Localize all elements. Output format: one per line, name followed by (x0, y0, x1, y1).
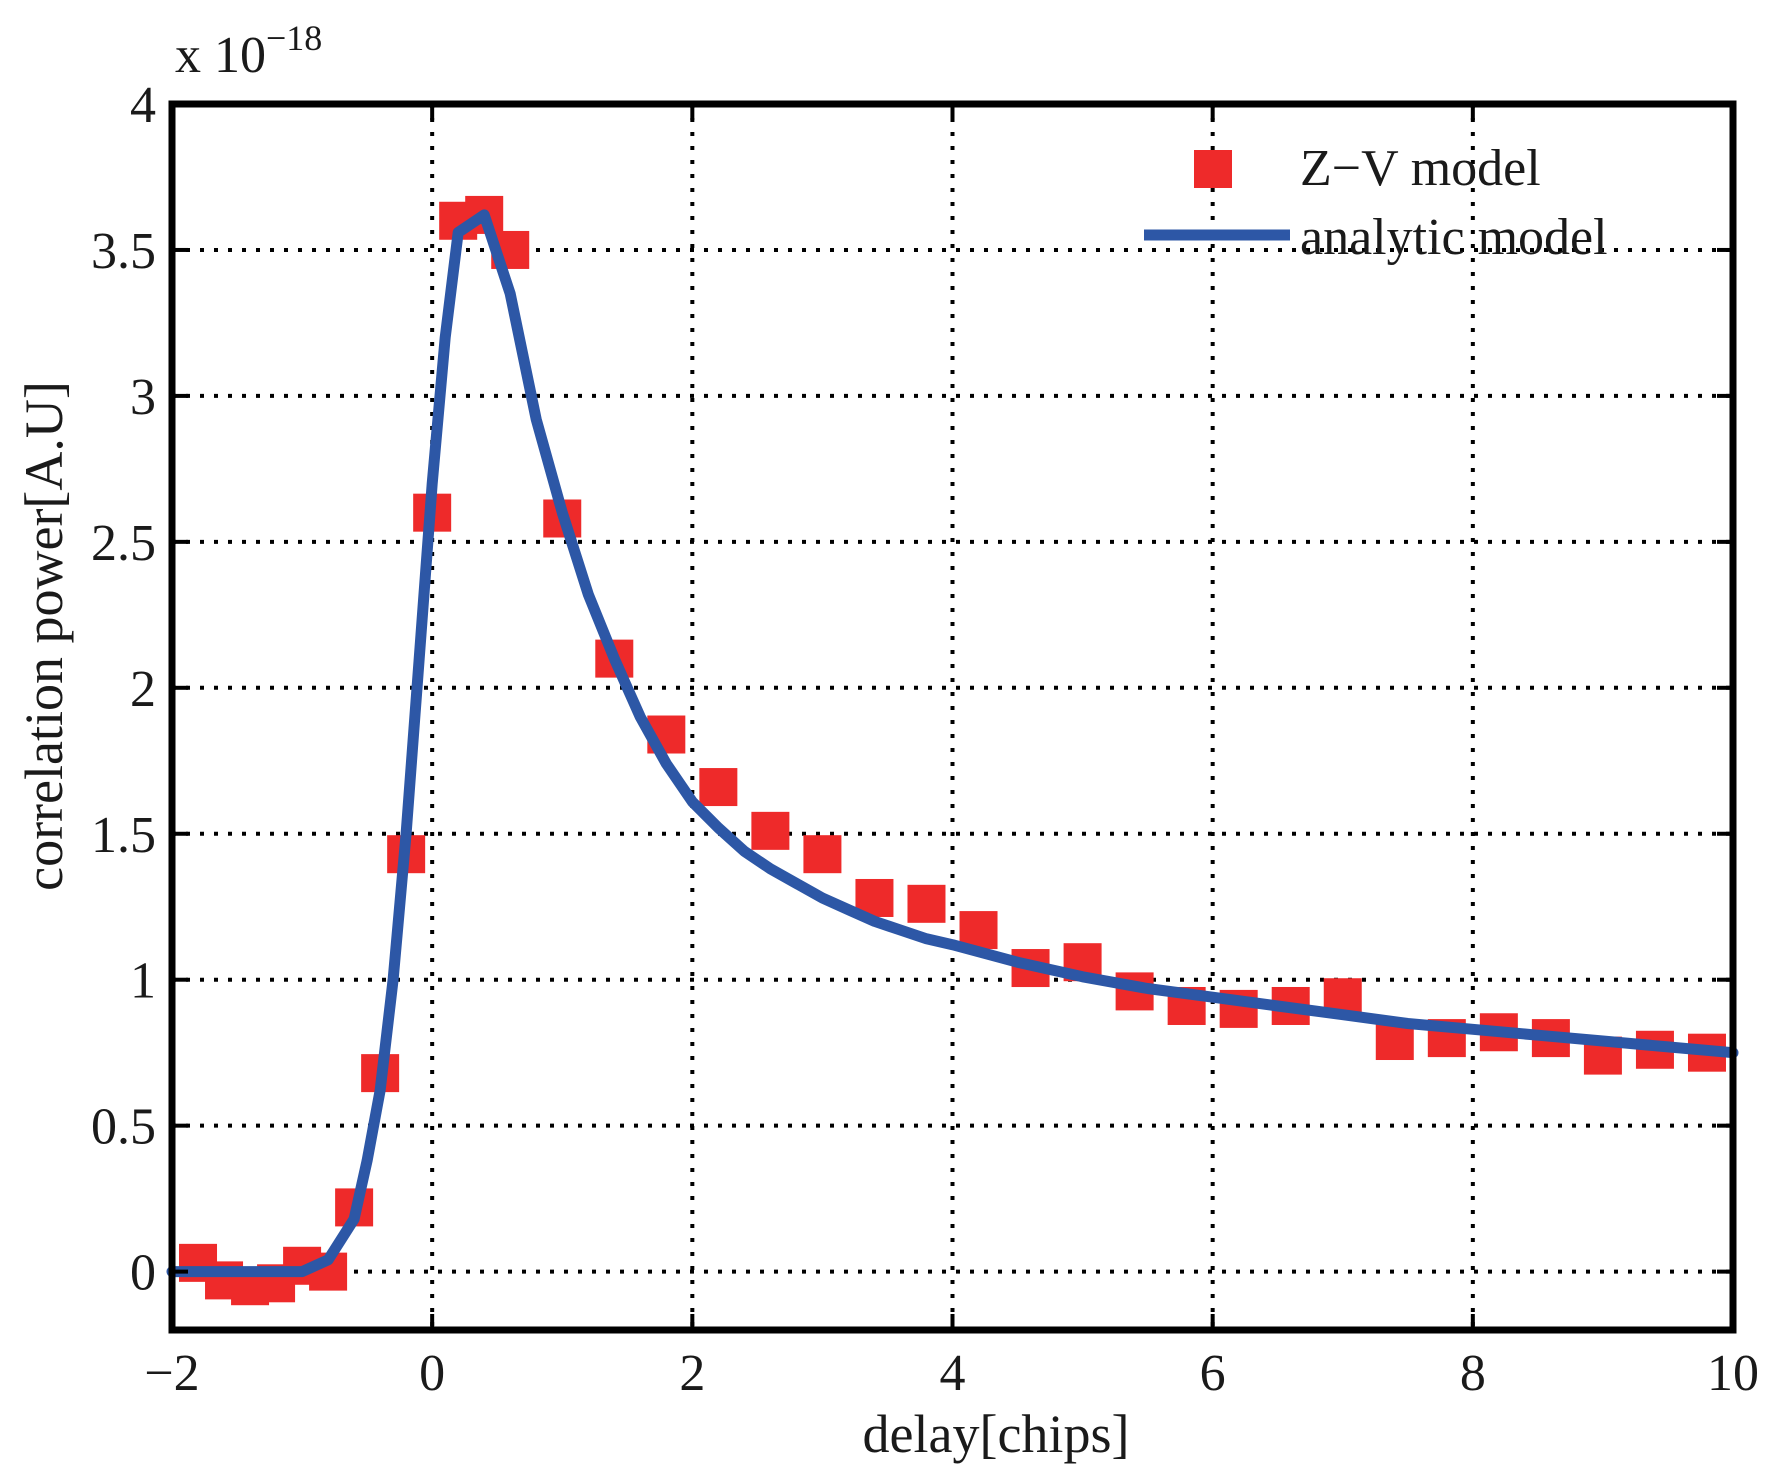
y-axis: 0 0.5 1 1.5 2 2.5 3 3.5 4 (91, 77, 1733, 1302)
zv-model-point (803, 835, 842, 874)
legend-marker-zv (1194, 150, 1232, 188)
grid-lines (172, 104, 1733, 1330)
x-tick-label: 2 (679, 1345, 705, 1402)
analytic-model-line (166, 209, 1739, 1278)
x-tick-label: 4 (940, 1345, 966, 1402)
plot-series (166, 195, 1739, 1306)
legend: Z−V model analytic model (1144, 140, 1608, 266)
y-multiplier-exponent: −18 (266, 18, 322, 58)
y-tick-label: 0.5 (91, 1099, 156, 1156)
y-multiplier-label: x 10−18 (175, 18, 322, 84)
legend-label-zv: Z−V model (1300, 140, 1541, 197)
y-tick-label: 0 (130, 1245, 156, 1302)
zv-model-point (751, 811, 790, 850)
x-tick-label: 6 (1200, 1345, 1226, 1402)
zv-model-point (699, 768, 738, 807)
y-tick-label: 1.5 (91, 807, 156, 864)
x-tick-label: 8 (1460, 1345, 1486, 1402)
x-tick-label: 0 (419, 1345, 445, 1402)
y-tick-label: 3.5 (91, 223, 156, 280)
x-axis-label: delay[chips] (863, 1404, 1130, 1464)
x-axis: −2 0 2 4 6 8 10 (144, 104, 1759, 1402)
y-tick-label: 3 (130, 369, 156, 426)
x-tick-label: −2 (144, 1345, 199, 1402)
y-tick-label: 4 (130, 77, 156, 134)
y-tick-label: 2 (130, 661, 156, 718)
x-tick-label: 10 (1707, 1345, 1759, 1402)
y-tick-label: 2.5 (91, 515, 156, 572)
y-tick-label: 1 (130, 953, 156, 1010)
legend-label-analytic: analytic model (1300, 209, 1608, 266)
y-axis-label: correlation power[A.U] (14, 381, 74, 891)
zv-model-point (907, 884, 946, 923)
